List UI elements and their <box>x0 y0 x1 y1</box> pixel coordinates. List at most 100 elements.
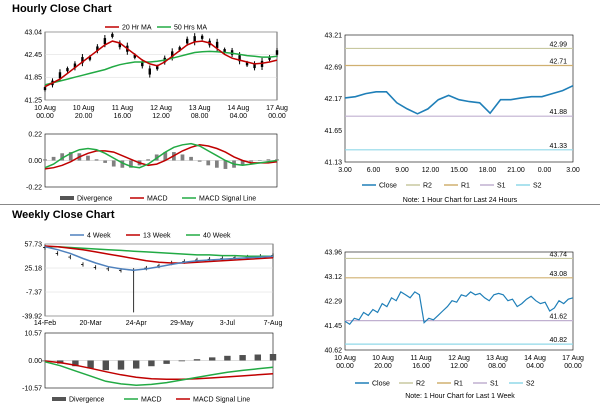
weekly-ma-xtick: 7-Aug <box>264 320 283 327</box>
hourly-close-level-label: 41.33 <box>549 143 567 150</box>
hourly-close-xtick: 21.00 <box>507 167 525 174</box>
weekly-macd-ytick: 0.00 <box>28 358 42 365</box>
weekly-macd-line <box>44 361 274 386</box>
weekly-ma-legend-label: 13 Week <box>143 233 171 240</box>
hourly-close-xtick: 9.00 <box>395 167 409 174</box>
weekly-divergence-bar <box>117 360 125 370</box>
hourly-price-body <box>148 68 151 75</box>
hourly-close-ytick: 43.21 <box>324 33 342 40</box>
hourly-price-body <box>275 50 279 55</box>
hourly-divergence-bar <box>60 153 65 161</box>
hourly-price-body <box>171 51 174 58</box>
weekly-close-ytick: 43.96 <box>324 250 342 257</box>
hourly-divergence-bar <box>103 160 108 163</box>
section-divider <box>0 204 600 205</box>
hourly-divergence-bar <box>266 159 271 161</box>
weekly-divergence-bar <box>178 360 186 362</box>
hourly-price-body <box>156 66 159 70</box>
weekly-4wk-line <box>44 246 274 272</box>
weekly-divergence-bar <box>254 354 262 361</box>
hourly-ma-xtick: 12 Aug 12.00 <box>150 105 172 120</box>
hourly-ma-legend-label: 50 Hrs MA <box>174 25 207 32</box>
hourly-ma-xtick: 10 Aug 20.00 <box>73 105 95 120</box>
hourly-close-ytick: 42.69 <box>324 64 342 71</box>
weekly-close-legend-label: R1 <box>454 381 463 388</box>
hourly-price-body <box>88 56 92 60</box>
weekly-close-ytick: 40.62 <box>324 348 342 355</box>
weekly-ma-plot-frame <box>44 243 274 317</box>
weekly-ma-ytick: -39.92 <box>22 314 42 321</box>
hourly-ma-ytick: 41.25 <box>24 98 42 105</box>
hourly-close-xtick: 0.00 <box>538 167 552 174</box>
hourly-price-body <box>200 35 204 39</box>
hourly-divergence-bar <box>214 160 219 168</box>
weekly-divergence-bar <box>193 359 201 361</box>
weekly-close-level-label: 41.62 <box>549 314 567 321</box>
hourly-close-level-label: 42.99 <box>549 41 567 48</box>
weekly-close-ytick: 43.12 <box>324 274 342 281</box>
hourly-close-ytick: 41.13 <box>324 160 342 167</box>
hourly-divergence-bar <box>120 160 125 168</box>
hourly-price-body <box>215 41 219 48</box>
hourly-close-close-line <box>344 84 574 115</box>
hourly-price-body <box>96 46 99 51</box>
weekly-divergence-bar <box>148 360 155 367</box>
weekly-divergence-bar <box>87 360 94 369</box>
hourly-price-body <box>43 87 47 91</box>
hourly-price-body <box>230 50 234 55</box>
weekly-ma-xtick: 20-Mar <box>80 320 103 327</box>
hourly-price-body <box>253 63 256 69</box>
weekly-macd-legend-label: MACD Signal Line <box>193 397 250 404</box>
hourly-close-xtick: 15.00 <box>450 167 468 174</box>
hourly-divergence-bar <box>129 160 133 168</box>
hourly-signal-line <box>44 144 278 170</box>
weekly-close-legend-label: R2 <box>416 381 425 388</box>
hourly-close-level-label: 42.71 <box>549 59 567 66</box>
weekly-ma-xtick: 14-Feb <box>34 320 56 327</box>
hourly-price-body <box>73 63 77 69</box>
hourly-ma-xtick: 11 Aug 16.00 <box>112 105 133 120</box>
hourly-close-legend-label: S1 <box>497 183 506 190</box>
weekly-close-xtick: 14 Aug 04.00 <box>524 355 546 370</box>
weekly-close-level-label: 43.74 <box>549 251 567 258</box>
hourly-macd-line <box>44 142 278 169</box>
hourly-price-body <box>103 38 107 45</box>
weekly-section-title: Weekly Close Chart <box>12 209 115 221</box>
hourly-ma-legend-label: 20 Hr MA <box>122 25 152 32</box>
weekly-ma-xtick: 24-Apr <box>126 320 148 327</box>
weekly-ma-xtick: 3-Jul <box>220 320 236 327</box>
hourly-close-xtick: 3.00 <box>566 167 580 174</box>
hourly-close-legend-label: R2 <box>423 183 432 190</box>
hourly-ma-xtick: 10 Aug 00.00 <box>34 105 56 120</box>
weekly-close-ytick: 42.29 <box>324 299 342 306</box>
weekly-divergence-bar <box>239 355 246 361</box>
weekly-note: Note: 1 Hour Chart for Last 1 Week <box>405 393 515 400</box>
hourly-ma-ytick: 43.04 <box>24 30 42 37</box>
hourly-macd-legend-label: MACD Signal Line <box>199 196 256 203</box>
weekly-close-xtick: 10 Aug 20.00 <box>372 355 394 370</box>
hourly-ma-xtick: 14 Aug 04.00 <box>227 105 249 120</box>
hourly-divergence-bar <box>275 159 279 161</box>
hourly-divergence-bar <box>257 160 262 161</box>
hourly-20hr-ma-line <box>44 40 278 88</box>
hourly-close-legend-label: S2 <box>533 183 542 190</box>
weekly-divergence-bar <box>269 353 277 361</box>
hourly-price-body <box>141 61 144 67</box>
weekly-close-legend-label: S1 <box>490 381 499 388</box>
weekly-ma-legend-label: 4 Week <box>87 233 111 240</box>
hourly-close-xtick: 6.00 <box>367 167 381 174</box>
weekly-divergence-bar <box>224 355 231 361</box>
hourly-close-xtick: 18.00 <box>479 167 497 174</box>
weekly-ma-ytick: 57.73 <box>24 242 42 249</box>
weekly-40wk-line <box>45 246 273 258</box>
weekly-ma-ytick: -7.37 <box>26 290 42 297</box>
hourly-macd-ytick: 0.00 <box>28 158 42 165</box>
hourly-divergence-bar <box>189 156 193 161</box>
hourly-price-body <box>185 38 189 44</box>
weekly-close-level-label: 43.08 <box>549 271 567 278</box>
weekly-divergence-bar <box>72 360 79 367</box>
weekly-close-level-label: 40.82 <box>549 337 567 344</box>
hourly-price-body <box>238 55 241 62</box>
weekly-close-xtick: 10 Aug 00.00 <box>334 355 356 370</box>
hourly-divergence-bar <box>111 160 116 167</box>
